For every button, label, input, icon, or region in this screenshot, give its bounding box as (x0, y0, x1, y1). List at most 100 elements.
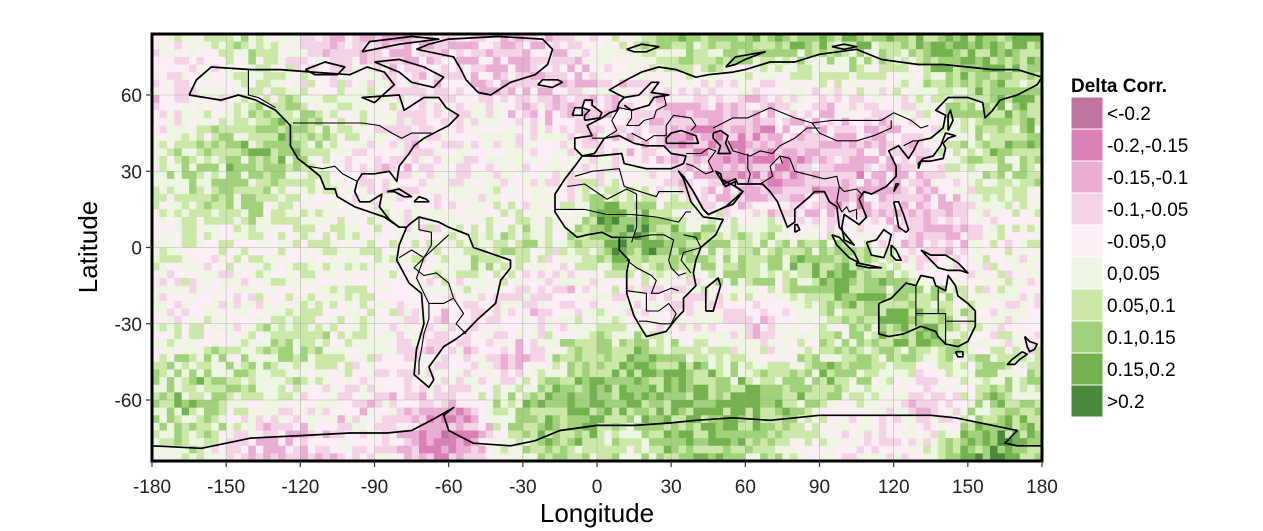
heatmap-cell (174, 194, 183, 203)
heatmap-cell (359, 316, 368, 325)
heatmap-cell (982, 285, 991, 294)
heatmap-cell (419, 102, 428, 111)
heatmap-cell (804, 156, 813, 165)
heatmap-cell (515, 87, 524, 96)
heatmap-cell (789, 140, 798, 149)
heatmap-cell (433, 140, 442, 149)
heatmap-cell (359, 331, 368, 340)
heatmap-cell (522, 110, 531, 119)
heatmap-cell (196, 87, 205, 96)
heatmap-cell (537, 293, 546, 302)
heatmap-cell (485, 186, 494, 195)
heatmap-cell (671, 209, 680, 218)
heatmap-cell (537, 201, 546, 210)
heatmap-cell (804, 232, 813, 241)
heatmap-cell (396, 64, 405, 73)
heatmap-cell (834, 323, 843, 332)
heatmap-cell (1004, 224, 1013, 233)
heatmap-cell (537, 72, 546, 81)
heatmap-cell (433, 247, 442, 256)
heatmap-cell (752, 270, 761, 279)
heatmap-cell (241, 232, 250, 241)
heatmap-cell (181, 285, 190, 294)
heatmap-cell (626, 79, 635, 88)
heatmap-cell (508, 224, 517, 233)
heatmap-cell (826, 331, 835, 340)
heatmap-cell (619, 323, 628, 332)
heatmap-cell (255, 171, 264, 180)
heatmap-cell (849, 87, 858, 96)
heatmap-cell (634, 285, 643, 294)
heatmap-cell (522, 278, 531, 287)
heatmap-cell (656, 270, 665, 279)
heatmap-cell (211, 34, 220, 43)
heatmap-cell (597, 95, 606, 104)
heatmap-cell (389, 102, 398, 111)
heatmap-cell (344, 247, 353, 256)
heatmap-cell (819, 308, 828, 317)
heatmap-cell (663, 239, 672, 249)
heatmap-cell (359, 125, 368, 134)
heatmap-cell (960, 224, 969, 233)
heatmap-cell (278, 285, 287, 294)
heatmap-cell (344, 56, 353, 66)
heatmap-cell (901, 117, 910, 127)
heatmap-cell (263, 346, 272, 355)
heatmap-cell (641, 186, 650, 195)
heatmap-cell (367, 87, 376, 96)
heatmap-cell (752, 171, 761, 180)
heatmap-cell (812, 323, 821, 332)
heatmap-cell (671, 323, 680, 332)
heatmap-cell (485, 201, 494, 210)
heatmap-cell (396, 171, 405, 180)
heatmap-cell (1034, 224, 1042, 233)
heatmap-cell (433, 232, 442, 241)
heatmap-cell (530, 95, 539, 104)
heatmap-cell (381, 262, 390, 271)
heatmap-cell (678, 247, 687, 256)
heatmap-cell (463, 262, 472, 271)
heatmap-cell (263, 171, 272, 180)
heatmap-cell (211, 110, 220, 119)
heatmap-cell (923, 117, 932, 127)
heatmap-cell (441, 56, 450, 66)
heatmap-cell (174, 87, 183, 96)
heatmap-cell (166, 186, 175, 195)
heatmap-cell (723, 34, 732, 43)
heatmap-cell (864, 140, 873, 149)
heatmap-cell (211, 178, 220, 188)
heatmap-cell (745, 323, 754, 332)
heatmap-cell (626, 41, 635, 50)
heatmap-cell (374, 270, 383, 279)
heatmap-cell (485, 308, 494, 317)
heatmap-cell (552, 308, 561, 317)
heatmap-cell (255, 186, 264, 195)
heatmap-cell (841, 285, 850, 294)
heatmap-cell (812, 255, 821, 264)
heatmap-cell (233, 194, 242, 203)
heatmap-cell (693, 140, 702, 149)
heatmap-cell (189, 285, 198, 294)
heatmap-cell (1019, 117, 1028, 127)
heatmap-cell (292, 217, 301, 226)
heatmap-cell (648, 232, 657, 241)
heatmap-cell (359, 209, 368, 218)
heatmap-cell (189, 49, 198, 58)
heatmap-cell (463, 41, 472, 50)
heatmap-cell (886, 255, 895, 264)
heatmap-cell (812, 148, 821, 157)
heatmap-cell (367, 224, 376, 233)
heatmap-cell (433, 110, 442, 119)
heatmap-cell (470, 323, 479, 332)
heatmap-cell (493, 278, 502, 287)
heatmap-cell (152, 201, 161, 210)
heatmap-cell (901, 125, 910, 134)
heatmap-cell (730, 224, 739, 233)
heatmap-cell (515, 209, 524, 218)
heatmap-cell (196, 209, 205, 218)
heatmap-cell (241, 224, 250, 233)
heatmap-cell (530, 308, 539, 317)
heatmap-cell (686, 285, 695, 294)
heatmap-cell (285, 255, 294, 264)
heatmap-cell (715, 178, 724, 188)
